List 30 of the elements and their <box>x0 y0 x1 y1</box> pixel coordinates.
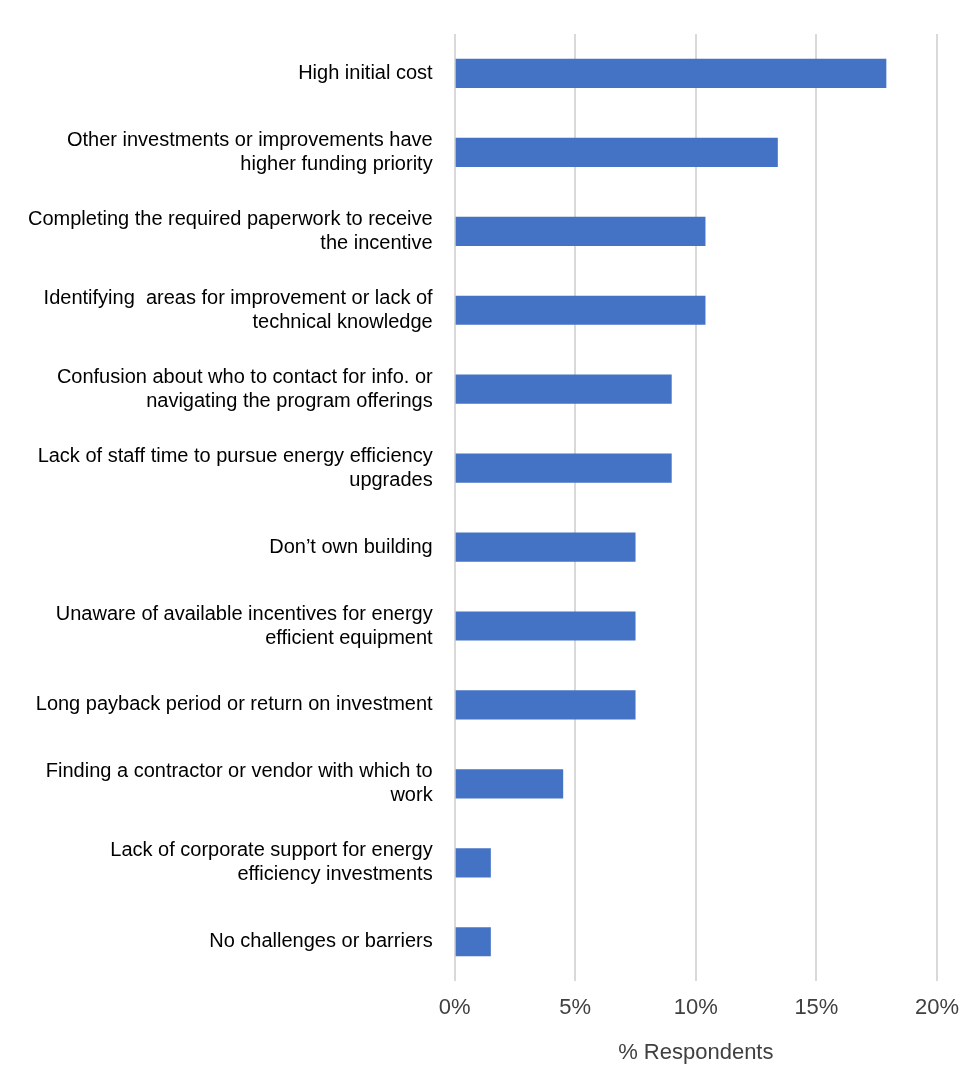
bar <box>455 611 636 641</box>
y-tick-label: High initial cost <box>298 60 434 83</box>
y-tick-label: Don’t own building <box>269 534 433 557</box>
y-tick-label: Completing the required paperwork to receive the incentive <box>27 206 433 253</box>
x-tick-label: 5% <box>559 994 592 1020</box>
bar <box>455 927 491 957</box>
bar <box>455 58 887 89</box>
bar <box>455 690 636 720</box>
bar <box>455 137 778 167</box>
bar <box>455 848 491 878</box>
y-tick-label: No challenges or barriers <box>209 929 433 952</box>
bar <box>455 769 564 799</box>
y-tick-label: Unaware of available incentives for energy efficient equipment <box>55 601 434 648</box>
x-axis-title: % Respondents <box>618 1038 774 1064</box>
x-tick-label: 0% <box>438 994 471 1020</box>
x-tick-label: 20% <box>914 994 960 1020</box>
bar <box>455 216 706 246</box>
bar <box>455 532 636 562</box>
y-tick-label: Finding a contractor or vendor with which to work <box>45 759 434 806</box>
bar <box>455 295 706 325</box>
x-tick-label: 15% <box>794 994 839 1020</box>
y-tick-label: Lack of staff time to pursue energy efficiency upgrades <box>37 443 433 490</box>
y-tick-label: Long payback period or return on investment <box>35 692 434 715</box>
y-tick-label: Confusion about who to contact for info. or navigating the program offerings <box>56 364 433 411</box>
y-tick-label: Identifying areas for improvement or lack of technical knowledge <box>43 285 434 332</box>
y-tick-label: Lack of corporate support for energy efficiency investments <box>110 838 433 885</box>
bar <box>455 374 672 404</box>
x-tick-label: 10% <box>673 994 718 1020</box>
y-tick-label: Other investments or improvements have higher funding priority <box>66 127 433 174</box>
bar <box>455 453 672 483</box>
